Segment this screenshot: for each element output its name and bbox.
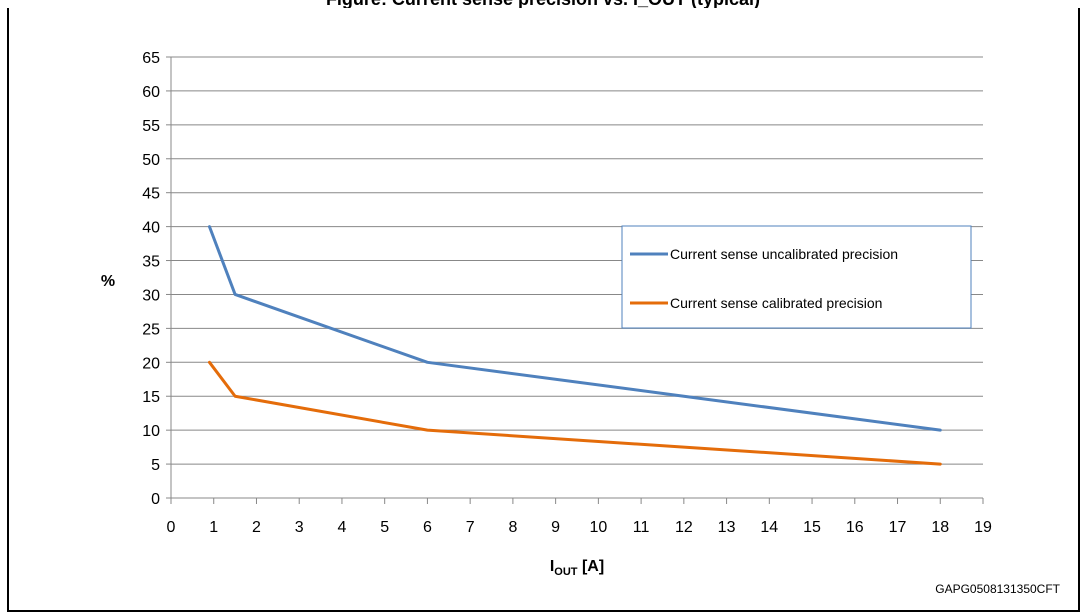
x-tick-label: 11	[633, 519, 650, 536]
x-tick-label: 2	[252, 519, 261, 536]
y-tick-label: 45	[142, 186, 160, 203]
x-axis-label-unit: [A]	[578, 558, 605, 575]
x-tick-label: 5	[380, 519, 389, 536]
x-tick-label: 16	[846, 519, 864, 536]
series-line-2	[207, 360, 942, 466]
x-tick-label: 10	[589, 519, 607, 536]
x-tick-label: 15	[803, 519, 821, 536]
x-tick-label: 3	[295, 519, 304, 536]
y-tick-label: 35	[142, 254, 160, 271]
y-tick-label: 30	[142, 287, 160, 304]
x-axis-label: IOUT [A]	[550, 558, 604, 578]
y-tick-label: 55	[142, 118, 160, 135]
y-tick-label: 20	[142, 355, 160, 372]
chart-title: Figure: Current sense precision vs. I_OU…	[0, 0, 1086, 8]
y-tick-label: 0	[151, 491, 160, 508]
x-axis-label-sub: OUT	[554, 566, 578, 578]
figure-code: GAPG0508131350CFT	[935, 582, 1060, 596]
x-tick-label: 7	[466, 519, 475, 536]
figure-title-clip: Figure: Current sense precision vs. I_OU…	[0, 0, 1086, 8]
y-tick-label: 50	[142, 152, 160, 169]
series-line-1	[207, 225, 942, 432]
x-tick-label: 14	[760, 519, 778, 536]
x-tick-label: 4	[337, 519, 346, 536]
figure-frame	[7, 8, 1080, 612]
x-tick-label: 19	[974, 519, 992, 536]
x-tick-label: 1	[209, 519, 218, 536]
y-axis-label: %	[101, 273, 115, 290]
x-tick-label: 12	[675, 519, 693, 536]
legend-label-2: Current sense calibrated precision	[670, 295, 882, 311]
y-tick-label: 5	[151, 457, 160, 474]
x-tick-label: 18	[931, 519, 949, 536]
x-tick-label: 6	[423, 519, 432, 536]
legend-label-1: Current sense uncalibrated precision	[670, 246, 898, 262]
y-tick-label: 10	[142, 423, 160, 440]
legend-box	[621, 225, 972, 329]
x-tick-label: 13	[718, 519, 736, 536]
y-tick-label: 40	[142, 220, 160, 237]
y-tick-label: 65	[142, 50, 160, 67]
y-tick-label: 15	[142, 389, 160, 406]
x-tick-label: 8	[508, 519, 517, 536]
y-tick-label: 25	[142, 321, 160, 338]
y-tick-label: 60	[142, 84, 160, 101]
x-tick-label: 9	[551, 519, 560, 536]
x-tick-label: 0	[167, 519, 176, 536]
x-axis-label-main: I	[550, 558, 554, 575]
x-tick-label: 17	[889, 519, 907, 536]
